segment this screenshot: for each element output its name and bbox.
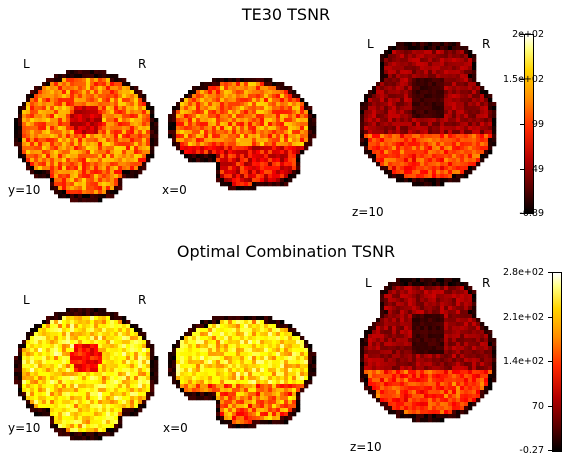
right-hemisphere-marker: R <box>138 293 147 307</box>
left-hemisphere-marker: L <box>23 293 30 307</box>
sagittal-coordinate-label: x=0 <box>163 421 188 435</box>
sagittal-coordinate-label: x=0 <box>162 183 187 197</box>
te30-tsnr-panel: TE30 TSNR L R y=10 x=0 L R z=10 2e+02 1.… <box>8 5 544 219</box>
panel-title: TE30 TSNR <box>241 5 331 24</box>
sagittal-slice-image <box>168 78 317 191</box>
colorbar-tick-label: 2.8e+02 <box>502 267 544 278</box>
right-hemisphere-marker: R <box>138 57 147 71</box>
colorbar <box>524 34 534 214</box>
axial-slice-image <box>360 42 497 187</box>
colorbar-tick-label: -0.27 <box>519 445 544 456</box>
coronal-coordinate-label: y=10 <box>8 183 41 197</box>
axial-coordinate-label: z=10 <box>352 205 384 219</box>
colorbar-tick-label: 49 <box>531 164 544 175</box>
coronal-coordinate-label: y=10 <box>8 421 41 435</box>
left-hemisphere-marker: L <box>367 37 374 51</box>
colorbar-tick-label: 2.1e+02 <box>502 312 544 323</box>
colorbar-tick-label: 70 <box>531 401 544 412</box>
axial-slice-image <box>360 278 497 423</box>
axial-coordinate-label: z=10 <box>350 440 382 454</box>
right-hemisphere-marker: R <box>482 276 491 290</box>
colorbar-tick-label: 2e+02 <box>512 29 544 40</box>
colorbar-tick-label: 1.5e+02 <box>502 74 544 85</box>
right-hemisphere-marker: R <box>482 37 491 51</box>
coronal-slice-image <box>14 308 159 441</box>
colorbar-tick-label: 99 <box>531 119 544 130</box>
colorbar <box>552 272 562 452</box>
colorbar-tick-label: 1.4e+02 <box>502 356 544 367</box>
coronal-slice-image <box>14 70 159 203</box>
optimal-combination-tsnr-panel: Optimal Combination TSNR L R y=10 x=0 L … <box>0 234 572 467</box>
colorbar-tick-label: -0.89 <box>519 208 544 219</box>
left-hemisphere-marker: L <box>23 57 30 71</box>
panel-title: Optimal Combination TSNR <box>176 242 396 261</box>
left-hemisphere-marker: L <box>365 276 372 290</box>
sagittal-slice-image <box>168 316 317 429</box>
